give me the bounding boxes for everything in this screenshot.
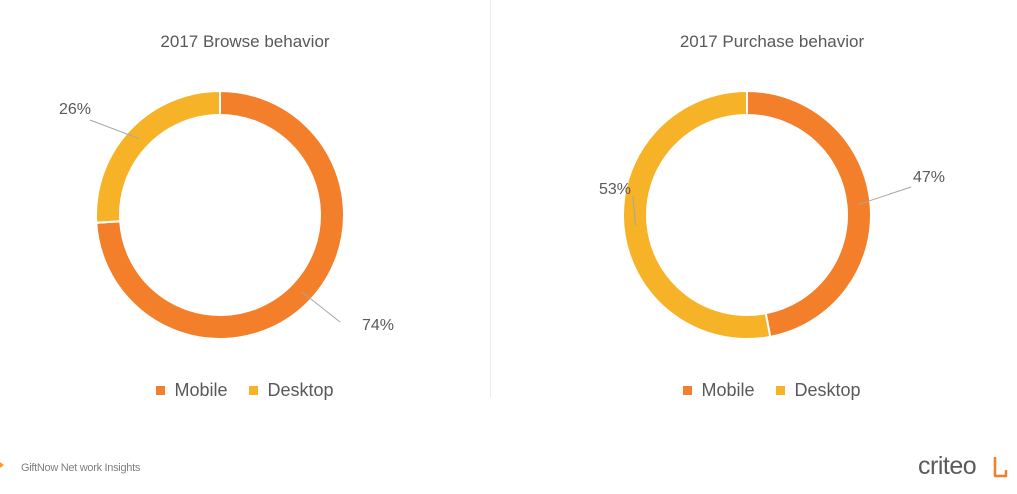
footer-bullet-icon [0,462,4,468]
purchase-chart-panel: 2017 Purchase behavior 47% 53% Mobile Des… [527,0,1017,400]
legend-swatch-mobile [156,386,166,395]
legend-swatch-mobile [683,386,693,395]
browse-donut-chart: 74% 26% [59,89,394,340]
donut-slice-mobile [746,89,872,338]
leader-line-desktop [632,195,636,226]
legend-label-mobile: Mobile [174,380,228,400]
logo-bracket-icon [993,457,1008,478]
data-label-mobile: 74% [362,317,394,334]
browse-chart-panel: 2017 Browse behavior 74% 26% Mobile Deskt… [0,0,490,400]
donut-slice-desktop [622,89,772,340]
donut-slice-mobile [95,89,345,340]
purchase-chart-title: 2017 Purchase behavior [679,32,865,51]
legend-label-mobile: Mobile [701,380,755,400]
data-label-desktop: 26% [59,101,91,118]
logo-wordmark: criteo [918,452,977,480]
legend-swatch-desktop [776,386,786,395]
legend-item-mobile: Mobile [683,380,754,401]
footer-caption: GiftNow Net work Insights [21,462,141,474]
leader-line-mobile [301,291,341,323]
browse-legend: Mobile Desktop [0,380,490,401]
legend-item-desktop: Desktop [776,380,861,401]
legend-item-mobile: Mobile [156,380,227,401]
donut-slice-desktop [95,89,221,224]
panel-divider [490,0,491,398]
leader-line-desktop [89,119,139,139]
purchase-donut-chart: 47% 53% [599,89,945,340]
data-label-desktop: 53% [599,181,631,198]
legend-swatch-desktop [249,386,259,395]
leader-line-mobile [858,186,912,205]
legend-label-desktop: Desktop [267,380,334,400]
legend-label-desktop: Desktop [794,380,861,400]
data-label-mobile: 47% [913,169,945,186]
browse-chart-title: 2017 Browse behavior [160,32,330,51]
purchase-legend: Mobile Desktop [527,380,1017,401]
criteo-logo: criteo [918,452,1008,482]
legend-item-desktop: Desktop [249,380,334,401]
